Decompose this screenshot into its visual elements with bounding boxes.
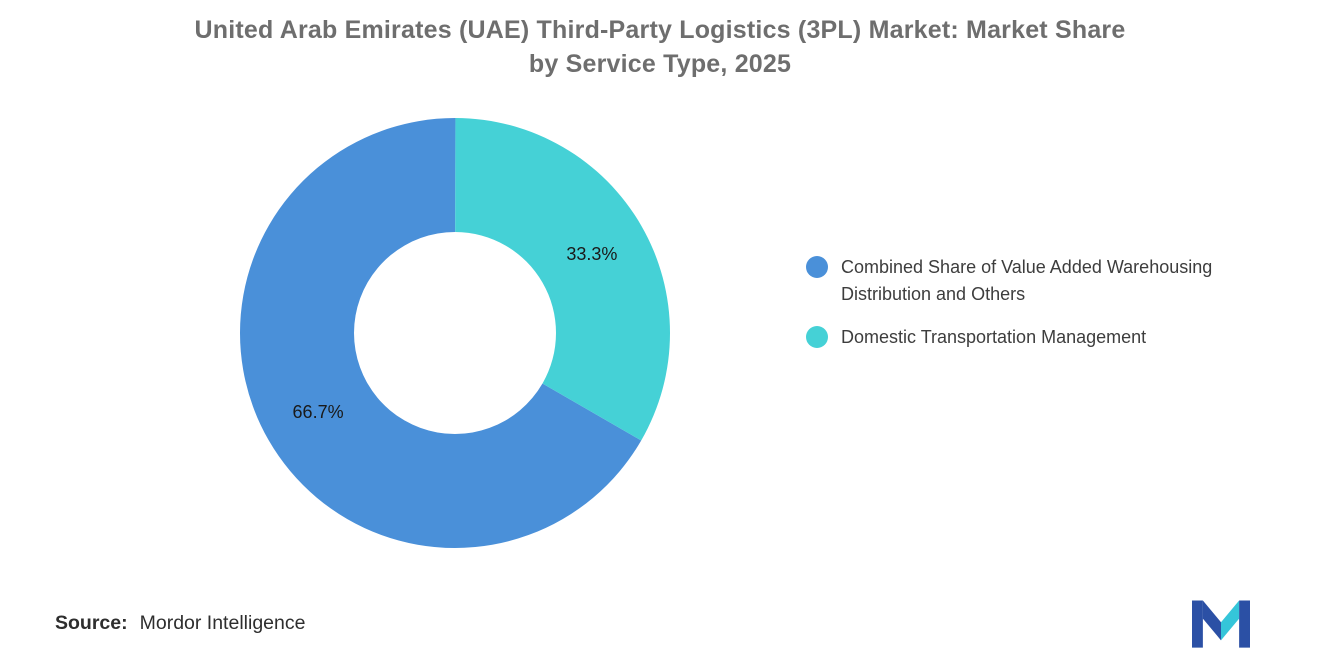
logo-right-diagonal xyxy=(1221,600,1240,641)
donut-slice-label-0: 66.7% xyxy=(293,402,344,422)
donut-slice-0 xyxy=(239,118,642,549)
legend-label-warehousing: Combined Share of Value Added Warehousin… xyxy=(841,257,1213,304)
logo-left-bar xyxy=(1192,600,1203,648)
donut-slice-1 xyxy=(455,118,670,441)
legend-item-warehousing: Combined Share of Value Added Warehousin… xyxy=(806,254,1291,308)
legend-bullet-transportation-icon xyxy=(806,326,828,348)
mordor-intelligence-logo xyxy=(1192,600,1250,648)
legend-label-transportation: Domestic Transportation Management xyxy=(841,327,1147,347)
legend-bullet-warehousing-icon xyxy=(806,256,828,278)
logo-right-bar xyxy=(1239,600,1250,648)
legend-item-transportation: Domestic Transportation Management xyxy=(806,324,1291,351)
logo-left-diagonal xyxy=(1202,600,1221,641)
source-value: Mordor Intelligence xyxy=(139,612,306,634)
chart-title: United Arab Emirates (UAE) Third-Party L… xyxy=(194,16,1126,78)
legend: Combined Share of Value Added Warehousin… xyxy=(806,254,1291,351)
donut-slice-label-1: 33.3% xyxy=(566,244,617,264)
source-label: Source: xyxy=(55,612,128,634)
source-line: Source: Mordor Intelligence xyxy=(55,612,305,635)
